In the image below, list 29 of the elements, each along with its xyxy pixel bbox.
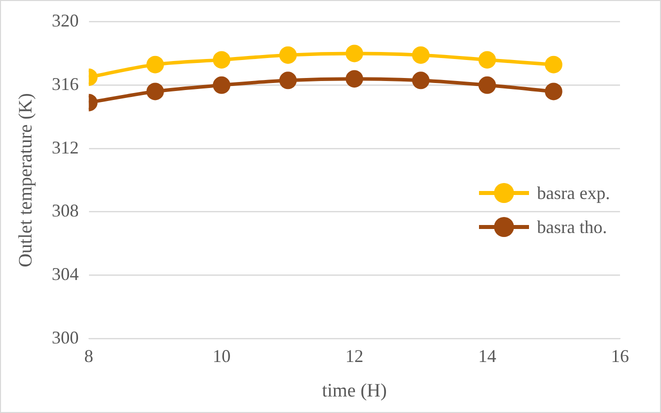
- point: [346, 44, 364, 62]
- point: [279, 72, 297, 90]
- y-axis-title: Outlet temperature (K): [15, 93, 36, 268]
- y-tick-label: 304: [52, 264, 79, 284]
- point: [212, 51, 230, 69]
- x-tick-label: 16: [611, 346, 629, 366]
- x-axis-title: time (H): [322, 380, 387, 402]
- point: [346, 70, 364, 88]
- point: [544, 56, 562, 74]
- point: [412, 72, 430, 90]
- point: [212, 76, 230, 94]
- y-tick-label: 316: [52, 74, 79, 94]
- point: [544, 82, 562, 100]
- y-tick-label: 300: [52, 327, 79, 348]
- point: [412, 46, 430, 64]
- y-tick-label: 320: [52, 10, 79, 31]
- point: [478, 76, 496, 94]
- y-tick-label: 308: [52, 200, 79, 221]
- point: [279, 46, 297, 64]
- x-tick-label: 12: [345, 346, 364, 366]
- legend-label: basra exp.: [537, 182, 610, 206]
- x-tick-label: 10: [212, 346, 231, 366]
- point: [146, 56, 164, 74]
- point: [478, 51, 496, 69]
- x-tick-label: 8: [84, 346, 94, 366]
- x-tick-label: 14: [478, 346, 496, 366]
- y-tick-label: 312: [52, 137, 79, 158]
- legend-label: basra tho.: [537, 216, 607, 240]
- point: [146, 82, 164, 100]
